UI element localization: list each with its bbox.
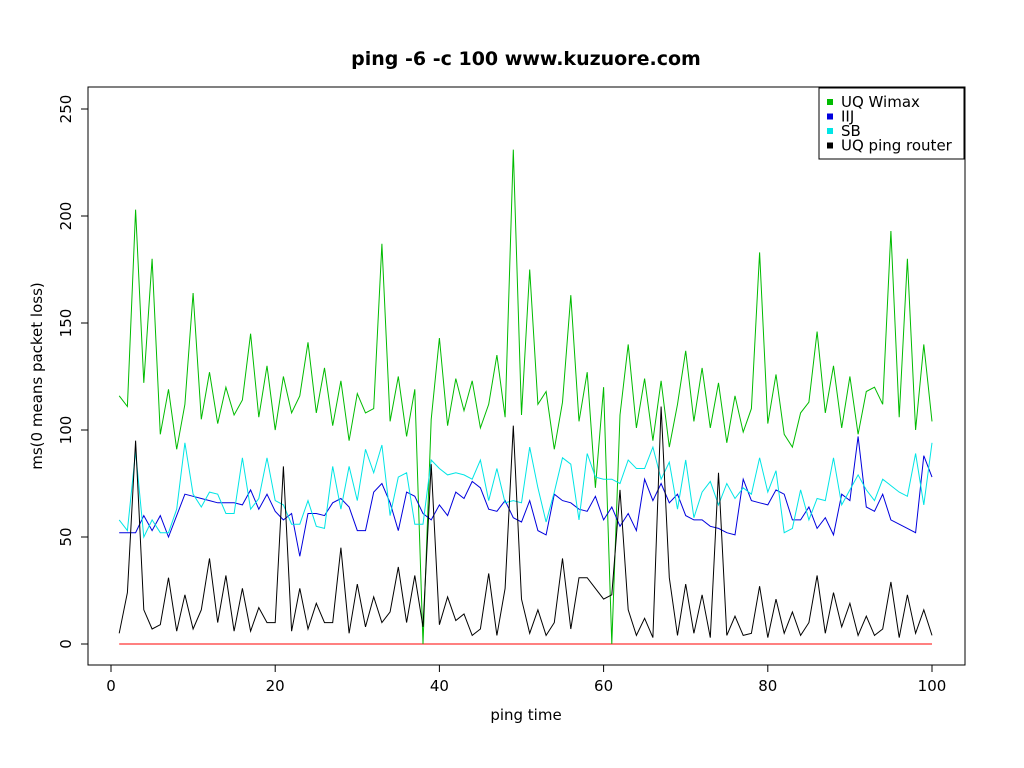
series-line-uq-ping-router (118, 406, 933, 638)
x-tick-label: 40 (430, 677, 449, 695)
legend-label: UQ ping router (841, 137, 953, 155)
legend-swatch (827, 142, 833, 149)
legend-swatch (827, 128, 833, 134)
y-tick-label: 150 (57, 309, 75, 338)
legend-swatch (827, 113, 833, 120)
y-tick-label: 100 (57, 416, 75, 445)
legend-label: IIJ (841, 108, 854, 126)
x-axis: 0 20 40 60 80 100 (106, 664, 947, 695)
x-tick-label: 20 (266, 677, 285, 695)
y-tick-label: 200 (57, 202, 75, 231)
y-tick-label: 250 (57, 95, 75, 124)
series-line-sb (118, 442, 933, 539)
y-tick-label: 0 (57, 639, 75, 649)
series-line-uq-wimax (118, 149, 933, 645)
legend-box (818, 87, 965, 160)
legend-label: UQ Wimax (841, 93, 920, 111)
series-line-iij (119, 436, 933, 557)
x-axis-label: ping time (490, 706, 561, 724)
chart-title: ping -6 -c 100 www.kuzuore.com (351, 48, 701, 70)
y-axis: 0 50 100 150 200 250 (57, 95, 89, 649)
legend-swatch (827, 99, 833, 105)
x-tick-label: 100 (918, 677, 947, 695)
y-axis-label: ms(0 means packet loss) (28, 282, 46, 470)
x-tick-label: 80 (758, 677, 777, 695)
series-layer (118, 149, 933, 645)
x-tick-label: 60 (594, 677, 613, 695)
y-tick-label: 50 (57, 527, 75, 546)
legend-label: SB (841, 122, 861, 140)
x-tick-label: 0 (106, 677, 116, 695)
